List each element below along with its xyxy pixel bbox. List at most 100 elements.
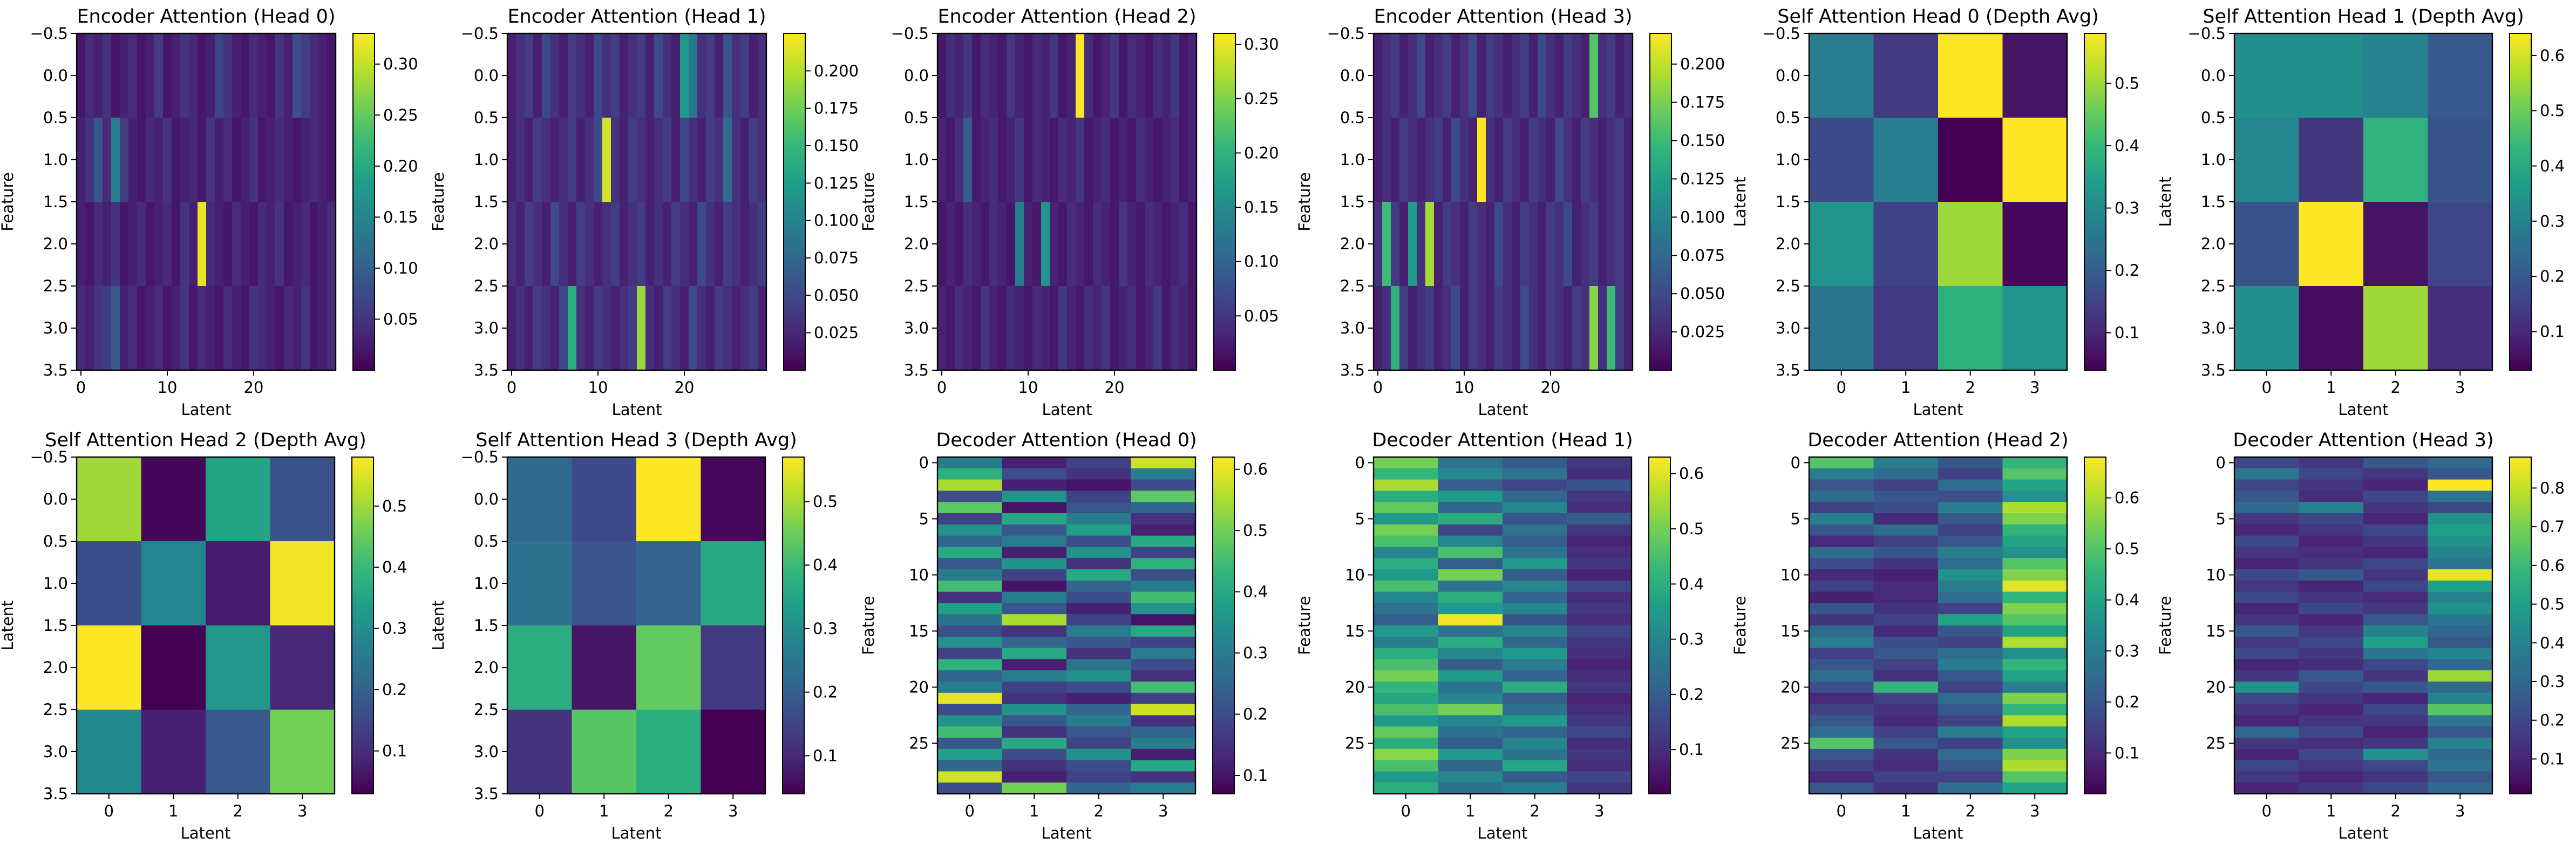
heatmap-cell: [1015, 202, 1024, 287]
heatmap-cell: [2299, 569, 2364, 581]
heatmap-cell: [270, 625, 335, 710]
colorbar: [2084, 457, 2106, 794]
colorbar-tick-label: 0.5: [2540, 595, 2565, 614]
heatmap-cell: [2234, 524, 2300, 536]
heatmap-cell: [2299, 479, 2364, 491]
colorbar-tick-label: 0.125: [814, 174, 859, 192]
colorbar-tick-label: 0.4: [2540, 634, 2565, 652]
heatmap-cell: [1374, 202, 1383, 287]
x-tick-label: 0: [965, 802, 975, 820]
heatmap-cell: [1136, 202, 1145, 287]
heatmap-cell: [2234, 479, 2300, 491]
heatmap-cell: [1469, 202, 1478, 287]
heatmap-cell: [937, 502, 1003, 514]
heatmap-cell: [1374, 502, 1439, 514]
heatmap-cell: [937, 625, 1003, 637]
colorbar-tick-label: 0.2: [382, 680, 407, 699]
y-tick-label: 1.5: [1776, 193, 1800, 211]
heatmap-cell: [1102, 286, 1111, 371]
colorbar-tick-label: 0.1: [2115, 744, 2139, 762]
y-tick-label: 3.5: [904, 361, 929, 379]
heatmap-cell: [2299, 603, 2364, 615]
heatmap-cell: [1066, 491, 1132, 502]
heatmap-cell: [2002, 468, 2068, 480]
heatmap-cell: [1598, 202, 1607, 287]
heatmap-cell: [2363, 569, 2429, 581]
heatmap-cell: [2234, 682, 2300, 693]
x-tick-label: 2: [233, 802, 243, 820]
colorbar-tick-label: 0.4: [1679, 575, 1704, 593]
heatmap-cell: [2234, 558, 2300, 570]
colorbar-frame: [1212, 457, 1235, 794]
heatmap-cell: [1131, 748, 1196, 761]
colorbar-tick-label: 0.3: [2115, 199, 2139, 217]
heatmap-cell: [1438, 659, 1503, 671]
heatmap-cell: [120, 202, 129, 287]
y-tick-label: 3.0: [1776, 319, 1800, 337]
y-tick-label: 3.0: [474, 319, 499, 337]
colorbar-tick-label: 0.3: [1243, 644, 1268, 662]
y-tick-label: 2.5: [2201, 277, 2226, 295]
heatmap-cell: [1567, 524, 1632, 536]
x-tick-label: 1: [1901, 378, 1911, 397]
heatmap-cell: [2428, 502, 2493, 514]
heatmap-cell: [1127, 202, 1137, 287]
colorbar-tick-label: 0.050: [1680, 284, 1725, 303]
heatmap-cell: [507, 541, 573, 626]
heatmap-cell: [1581, 202, 1590, 287]
heatmap-cell: [1408, 286, 1417, 371]
heatmap-cell: [275, 202, 284, 287]
heatmap-cell: [249, 202, 259, 287]
heatmap-cell: [972, 202, 981, 287]
heatmap-cell: [1469, 33, 1478, 118]
heatmap-cell: [981, 118, 990, 202]
heatmap-cell: [1809, 625, 1874, 637]
heatmap-cell: [1425, 202, 1435, 287]
colorbar-tick-label: 0.30: [383, 55, 418, 73]
colorbar-tick-label: 0.8: [2540, 479, 2565, 497]
heatmap-cell: [1503, 591, 1568, 603]
colorbar-tick-label: 0.15: [383, 208, 418, 226]
heatmap-cell: [1938, 659, 2003, 671]
heatmap-cell: [189, 286, 198, 371]
y-tick-label: 10: [1780, 566, 1800, 584]
heatmap-cell: [2428, 33, 2493, 118]
y-tick-label: 3.0: [474, 743, 499, 761]
heatmap-cell: [1066, 603, 1132, 615]
heatmap-cell: [507, 625, 573, 710]
y-tick-label: 20: [1345, 678, 1365, 696]
heatmap-cell: [525, 202, 534, 287]
heatmap-cell: [1624, 202, 1633, 287]
heatmap-cell: [2299, 692, 2364, 705]
subplot-11: Decoder Attention (Head 2) 0 1 2 3 Latent 0 5 10…: [1731, 430, 2139, 842]
heatmap-cell: [2002, 614, 2068, 626]
y-tick-label: 0.0: [474, 490, 499, 508]
heatmap-cell: [1374, 625, 1439, 637]
heatmap-cell: [1873, 636, 1939, 649]
heatmap-cell: [1555, 286, 1564, 371]
heatmap-cell: [937, 715, 1003, 727]
heatmap-cell: [241, 286, 250, 371]
heatmap-cell: [180, 286, 189, 371]
heatmap-cell: [1809, 286, 1874, 371]
heatmap-cell: [1520, 33, 1530, 118]
heatmap-cell: [1555, 118, 1564, 202]
heatmap-cell: [2363, 558, 2429, 570]
heatmap-cell: [198, 33, 207, 118]
heatmap-cell: [172, 286, 181, 371]
colorbar-tick-label: 0.075: [814, 249, 859, 267]
heatmap-cell: [2234, 491, 2300, 502]
heatmap-cell: [1938, 491, 2003, 502]
heatmap-cell: [1503, 513, 1568, 525]
heatmap-cell: [1873, 692, 1939, 705]
heatmap-cell: [270, 541, 335, 626]
heatmap-cell: [680, 286, 689, 371]
heatmap-cell: [611, 286, 620, 371]
heatmap-cell: [507, 118, 516, 202]
heatmap-cell: [1374, 468, 1439, 480]
heatmap-cell: [1438, 715, 1503, 727]
heatmap-cell: [2002, 771, 2068, 783]
heatmap-cell: [154, 33, 164, 118]
heatmap-cell: [301, 202, 310, 287]
y-tick-label: 2.0: [474, 658, 499, 677]
